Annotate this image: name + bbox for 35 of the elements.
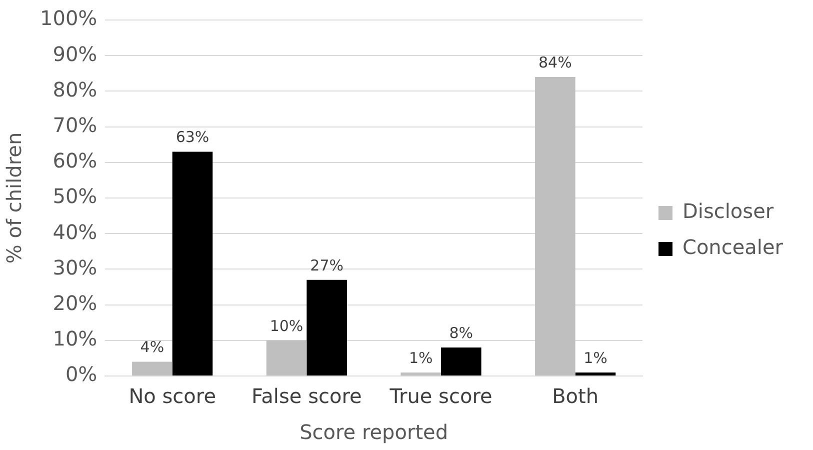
data-label: 27% — [310, 256, 344, 274]
x-tick-label: No score — [128, 384, 216, 408]
data-label: 8% — [449, 324, 474, 342]
bar — [266, 340, 307, 376]
x-axis-title: Score reported — [300, 420, 448, 444]
y-tick-label: 100% — [40, 6, 98, 30]
x-tick-label: True score — [388, 384, 492, 408]
x-tick-label: False score — [252, 384, 362, 408]
bar — [535, 76, 576, 376]
y-tick-label: 10% — [52, 326, 98, 351]
bar — [132, 362, 172, 376]
bar — [400, 372, 441, 376]
legend-label: Concealer — [682, 235, 784, 260]
data-label: 63% — [176, 128, 210, 146]
bar — [306, 280, 347, 376]
y-tick-label: 30% — [52, 255, 98, 280]
y-tick-label: 70% — [52, 113, 98, 138]
data-label: 10% — [270, 316, 304, 335]
y-tick-label: 40% — [52, 220, 98, 244]
y-tick-label: 80% — [52, 77, 98, 102]
y-axis-title: % of children — [2, 132, 26, 264]
legend-label: Discloser — [682, 199, 774, 224]
y-tick-label: 90% — [52, 42, 98, 66]
bar — [172, 152, 213, 376]
bar — [440, 348, 482, 376]
data-label: 84% — [538, 53, 572, 72]
y-tick-label: 0% — [65, 362, 98, 386]
x-tick-label: Both — [552, 384, 599, 408]
bar — [575, 372, 616, 376]
y-tick-label: 60% — [52, 148, 98, 173]
data-label: 1% — [408, 348, 433, 367]
data-label: 1% — [584, 348, 608, 367]
data-label: 4% — [140, 338, 164, 356]
y-tick-label: 50% — [52, 184, 98, 208]
y-tick-label: 20% — [52, 291, 98, 316]
